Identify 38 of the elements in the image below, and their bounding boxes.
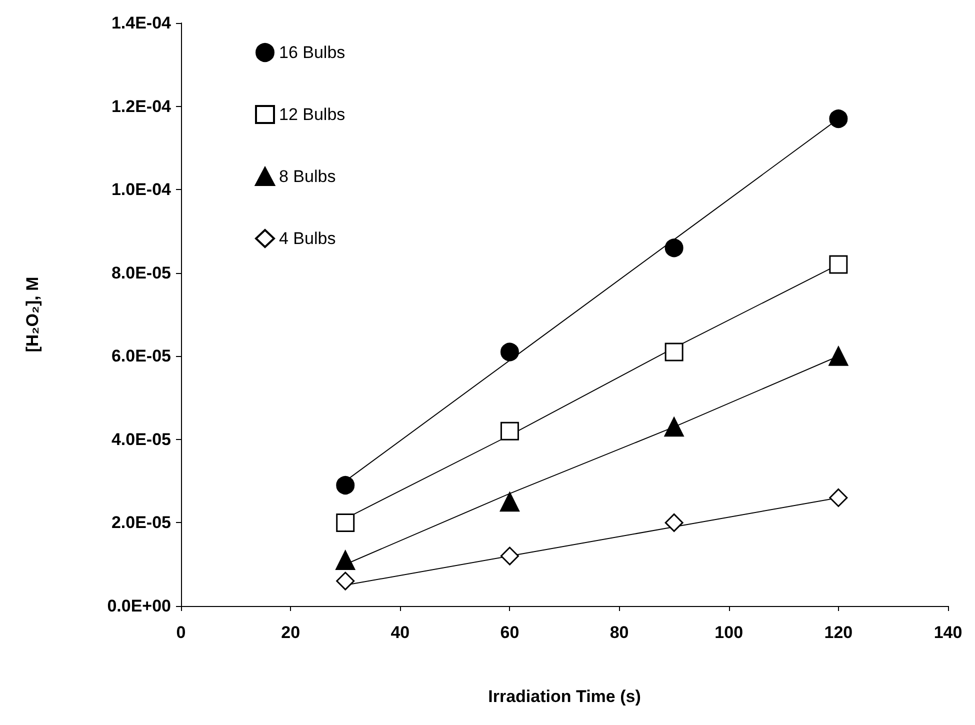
point — [829, 255, 848, 274]
point — [336, 476, 355, 494]
point — [829, 110, 848, 128]
y-tick-label: 6.0E-05 — [111, 346, 171, 366]
point — [664, 513, 684, 532]
y-tick-label: 1.4E-04 — [111, 14, 172, 32]
x-tick-label: 40 — [390, 623, 410, 642]
point — [664, 417, 684, 437]
y-axis-title: [H₂O₂], M — [23, 276, 42, 352]
x-axis-title: Irradiation Time (s) — [488, 687, 641, 706]
x-tick-label: 100 — [714, 623, 744, 642]
point — [500, 342, 519, 362]
point — [336, 572, 355, 590]
point — [336, 550, 356, 570]
legend-label: 16 Bulbs — [279, 43, 346, 62]
y-tick-label: 0.0E+00 — [107, 596, 171, 616]
x-tick-label: 60 — [500, 623, 520, 642]
point — [829, 488, 848, 507]
x-tick-label: 140 — [934, 623, 962, 642]
legend-label: 12 Bulbs — [279, 105, 346, 124]
point — [500, 422, 519, 440]
x-tick-label: 20 — [281, 623, 300, 642]
y-tick-label: 1.0E-04 — [111, 180, 172, 200]
x-tick-label: 120 — [824, 623, 853, 642]
point — [500, 492, 520, 512]
legend-label: 4 Bulbs — [279, 229, 336, 248]
point — [828, 346, 848, 366]
point — [664, 238, 684, 258]
point — [500, 546, 519, 566]
y-tick-label: 4.0E-05 — [111, 430, 171, 449]
y-tick-label: 8.0E-05 — [111, 263, 171, 282]
x-tick-label: 0 — [176, 623, 186, 642]
y-tick-label: 2.0E-05 — [111, 513, 171, 532]
x-tick-label: 80 — [610, 623, 629, 642]
legend-label: 8 Bulbs — [279, 167, 336, 186]
point — [664, 342, 684, 362]
point — [336, 513, 355, 532]
y-tick-label: 1.2E-04 — [111, 96, 172, 116]
